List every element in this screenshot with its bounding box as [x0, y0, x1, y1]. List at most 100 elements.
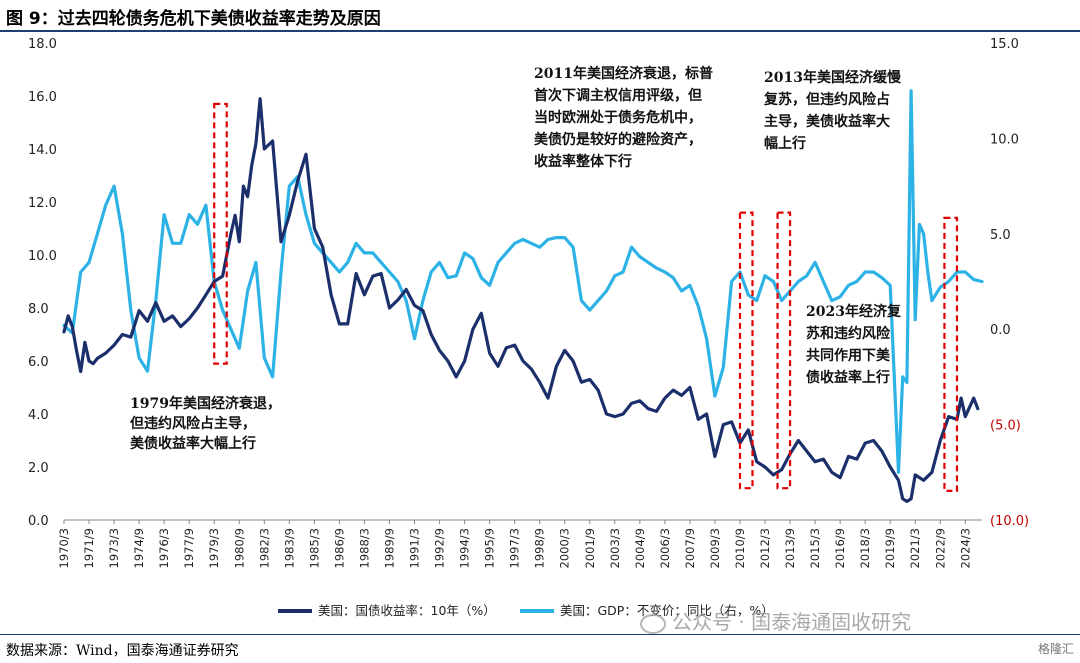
annotation-2011-line-3: 当时欧洲处于债务危机中， — [534, 109, 702, 126]
x-tick-label: 2012/3 — [758, 528, 772, 568]
point-gdp — [405, 299, 407, 302]
point-yield — [250, 164, 253, 166]
point-gdp — [88, 261, 90, 264]
highlight-box — [776, 211, 792, 490]
point-gdp — [881, 276, 883, 279]
point-yield — [614, 415, 616, 418]
left-tick-label: 14.0 — [28, 143, 57, 158]
point-gdp — [672, 276, 675, 279]
point-gdp — [689, 284, 691, 287]
watermark-text: 公众号 · 国泰海通固收研究 — [672, 610, 912, 634]
point-gdp — [129, 309, 132, 311]
point-gdp — [138, 357, 140, 359]
point-yield — [242, 185, 245, 187]
x-tick-label: 1974/9 — [132, 528, 146, 568]
point-gdp — [430, 271, 433, 273]
x-tick-label: 1973/3 — [107, 528, 121, 568]
point-gdp — [380, 261, 382, 264]
point-yield — [405, 288, 407, 291]
series-line-yield — [62, 97, 980, 503]
x-tick-label: 1991/3 — [408, 528, 422, 568]
annotation-2013-line-4: 幅上行 — [764, 135, 806, 152]
point-yield — [547, 397, 549, 399]
point-gdp — [463, 252, 466, 254]
point-gdp — [647, 261, 649, 264]
left-tick-label: 16.0 — [28, 90, 57, 105]
point-yield — [797, 439, 800, 442]
title-rule — [0, 30, 1080, 32]
point-yield — [972, 397, 975, 399]
point-gdp — [755, 299, 758, 302]
point-gdp — [730, 280, 733, 283]
point-yield — [722, 423, 725, 426]
point-yield — [104, 352, 107, 354]
x-tick-label: 1992/9 — [433, 528, 447, 568]
point-yield — [910, 498, 912, 500]
x-tick-label: 2015/3 — [808, 528, 822, 568]
point-yield — [92, 362, 95, 365]
point-gdp — [563, 236, 566, 239]
annotation-2011-line-1: 2011年美国经济衰退，标普 — [534, 65, 713, 82]
point-yield — [730, 421, 733, 423]
figure-title: 图 9：过去四轮债务危机下美债收益率走势及原因 — [6, 9, 381, 29]
point-yield — [234, 214, 236, 217]
point-yield — [413, 304, 416, 307]
point-gdp — [780, 299, 783, 302]
point-yield — [180, 325, 182, 328]
point-yield — [714, 455, 716, 458]
point-yield — [338, 323, 341, 325]
left-tick-label: 6.0 — [28, 355, 49, 370]
point-gdp — [472, 257, 474, 260]
point-gdp — [864, 271, 866, 273]
source-note: 数据来源：Wind，国泰海通证券研究 — [6, 643, 239, 659]
x-tick-label: 1986/9 — [332, 528, 346, 568]
point-gdp — [188, 213, 190, 216]
point-gdp — [104, 204, 107, 206]
point-yield — [505, 346, 508, 349]
x-tick-label: 1979/3 — [207, 528, 221, 568]
point-yield — [79, 370, 82, 373]
point-yield — [939, 439, 942, 442]
annotation-2011-line-4: 美债仍是较好的避险资产， — [534, 131, 702, 148]
point-yield — [472, 328, 474, 331]
point-yield — [96, 357, 99, 360]
left-tick-label: 8.0 — [28, 302, 49, 317]
point-gdp — [388, 271, 391, 273]
point-yield — [747, 429, 750, 431]
x-tick-label: 2000/3 — [558, 528, 572, 568]
point-gdp — [614, 274, 616, 277]
point-yield — [872, 439, 875, 442]
point-gdp — [346, 261, 349, 264]
point-yield — [155, 301, 157, 304]
point-gdp — [163, 213, 165, 216]
annotation-2023-line-1: 2023年经济复 — [806, 303, 902, 320]
point-gdp — [488, 284, 491, 287]
highlight-box — [213, 102, 228, 365]
point-yield — [463, 360, 466, 362]
highlight-boxes — [213, 102, 959, 492]
point-gdp — [271, 376, 274, 378]
annotation-2013-line-1: 2013年美国经济缓慢 — [764, 69, 902, 86]
x-tick-label: 2003/3 — [608, 528, 622, 568]
point-yield — [922, 479, 925, 482]
point-yield — [889, 466, 891, 468]
point-gdp — [914, 318, 917, 321]
point-gdp — [371, 252, 374, 254]
point-yield — [263, 148, 266, 150]
x-tick-label: 2010/9 — [733, 528, 747, 568]
point-gdp — [901, 376, 904, 378]
point-gdp — [981, 280, 983, 283]
point-yield — [447, 360, 449, 362]
point-yield — [321, 246, 324, 248]
annotation-1979-line-2: 但违约风险占主导， — [129, 415, 256, 432]
point-yield — [563, 349, 566, 352]
point-yield — [380, 272, 382, 275]
point-yield — [538, 381, 541, 384]
point-yield — [88, 360, 90, 362]
point-gdp — [839, 295, 841, 298]
point-gdp — [597, 299, 599, 302]
point-gdp — [338, 271, 341, 273]
chart: 0.0 2.0 4.0 6.0 8.0 10.0 12.0 14.0 16.0 18.0 (10.… — [28, 37, 1029, 618]
point-gdp — [480, 276, 483, 279]
point-yield — [188, 317, 190, 320]
